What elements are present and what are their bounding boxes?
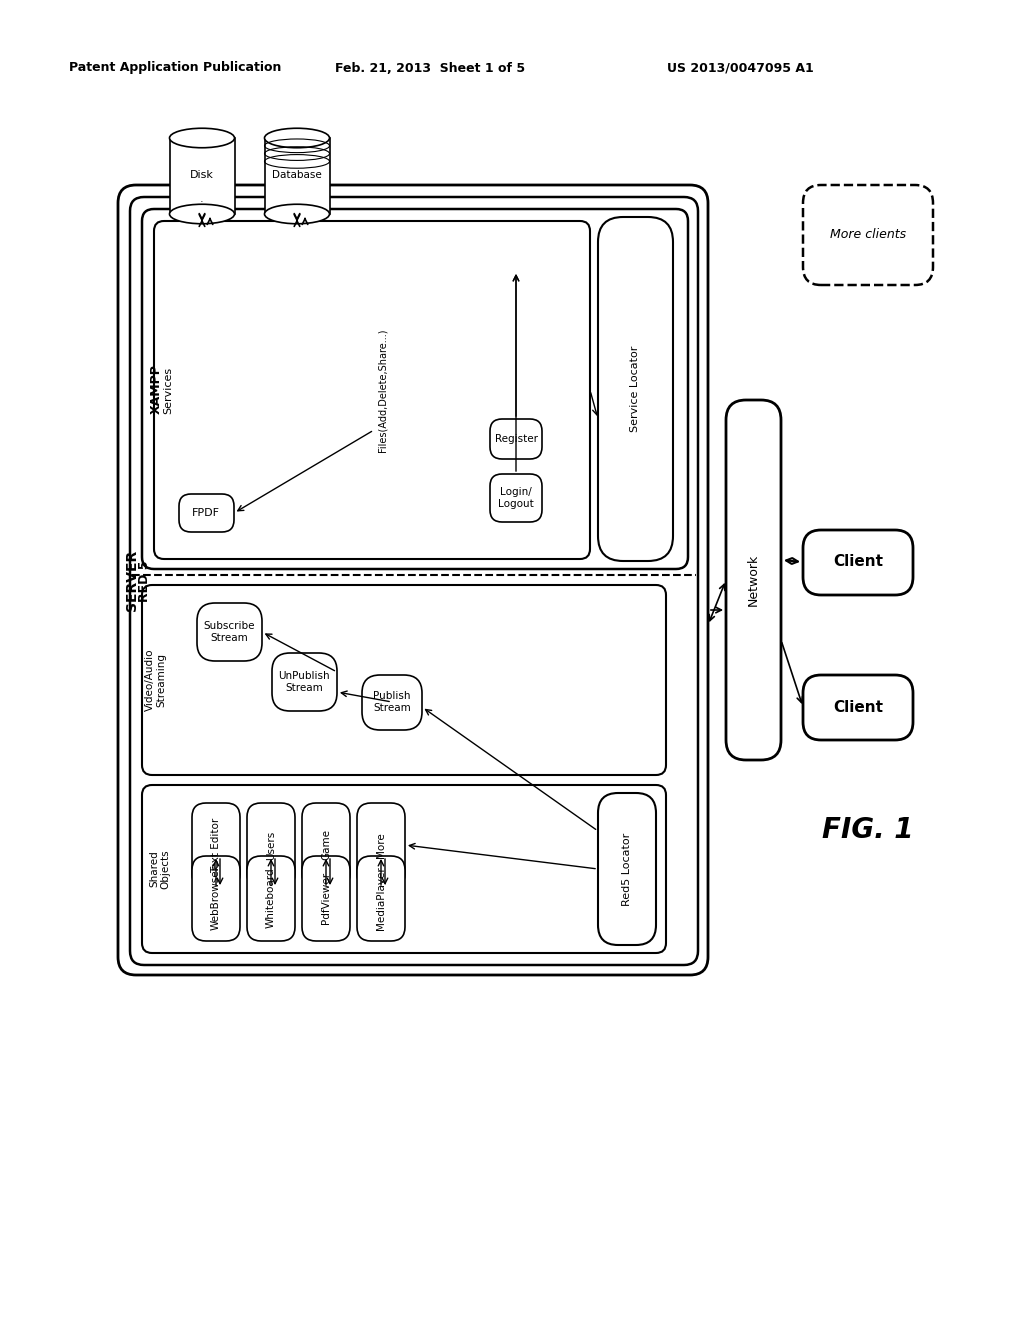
Text: Patent Application Publication: Patent Application Publication (69, 62, 282, 74)
Text: Client: Client (833, 554, 883, 569)
FancyBboxPatch shape (598, 793, 656, 945)
Text: RED 5: RED 5 (137, 560, 151, 602)
Text: More clients: More clients (829, 228, 906, 242)
FancyBboxPatch shape (357, 855, 406, 941)
FancyBboxPatch shape (197, 603, 262, 661)
FancyBboxPatch shape (302, 855, 350, 941)
Text: Network: Network (746, 554, 760, 606)
FancyBboxPatch shape (142, 785, 666, 953)
Bar (170, 139, 234, 214)
FancyBboxPatch shape (362, 675, 422, 730)
FancyBboxPatch shape (302, 803, 350, 888)
FancyBboxPatch shape (154, 220, 590, 558)
Text: Whiteboard: Whiteboard (266, 867, 276, 928)
Text: FPDF: FPDF (193, 508, 220, 517)
Text: Disk: Disk (190, 170, 214, 180)
Text: UnPublish
Stream: UnPublish Stream (279, 671, 330, 693)
FancyBboxPatch shape (193, 855, 240, 941)
Ellipse shape (170, 128, 234, 148)
FancyBboxPatch shape (598, 216, 673, 561)
FancyBboxPatch shape (142, 585, 666, 775)
FancyBboxPatch shape (357, 803, 406, 888)
FancyBboxPatch shape (179, 494, 234, 532)
FancyBboxPatch shape (726, 400, 781, 760)
Text: Game: Game (321, 829, 331, 861)
Text: Database: Database (272, 170, 322, 180)
Text: WebBrowser: WebBrowser (211, 866, 221, 931)
Text: Video/Audio
Streaming: Video/Audio Streaming (145, 648, 167, 711)
Text: Users: Users (266, 830, 276, 859)
Text: Services: Services (163, 367, 173, 413)
Text: MediaPlayer: MediaPlayer (376, 866, 386, 929)
Text: Login/
Logout: Login/ Logout (498, 487, 534, 508)
Text: Red5 Locator: Red5 Locator (622, 833, 632, 906)
FancyBboxPatch shape (118, 185, 708, 975)
FancyBboxPatch shape (142, 209, 688, 569)
FancyBboxPatch shape (490, 418, 542, 459)
Text: PdfViewer: PdfViewer (321, 873, 331, 924)
FancyBboxPatch shape (803, 531, 913, 595)
Ellipse shape (264, 205, 330, 224)
Bar (265, 139, 330, 214)
Text: XAMPP: XAMPP (150, 364, 163, 414)
FancyBboxPatch shape (247, 855, 295, 941)
Text: Publish
Stream: Publish Stream (373, 692, 411, 713)
Text: Files(Add,Delete,Share...): Files(Add,Delete,Share...) (377, 329, 387, 451)
FancyBboxPatch shape (193, 803, 240, 888)
Text: Service Locator: Service Locator (630, 346, 640, 432)
Text: FIG. 1: FIG. 1 (822, 816, 913, 843)
FancyBboxPatch shape (130, 197, 698, 965)
Text: Shared
Objects: Shared Objects (150, 849, 171, 888)
FancyBboxPatch shape (803, 185, 933, 285)
FancyBboxPatch shape (490, 474, 542, 521)
Text: US 2013/0047095 A1: US 2013/0047095 A1 (667, 62, 813, 74)
Text: Client: Client (833, 700, 883, 714)
Text: More: More (376, 832, 386, 858)
FancyBboxPatch shape (803, 675, 913, 741)
Text: Register: Register (495, 434, 538, 444)
FancyBboxPatch shape (272, 653, 337, 711)
Text: SERVER: SERVER (125, 549, 139, 611)
Text: Text Editor: Text Editor (211, 817, 221, 873)
Ellipse shape (170, 205, 234, 224)
Text: Feb. 21, 2013  Sheet 1 of 5: Feb. 21, 2013 Sheet 1 of 5 (335, 62, 525, 74)
Text: Subscribe
Stream: Subscribe Stream (203, 622, 255, 643)
FancyBboxPatch shape (247, 803, 295, 888)
Ellipse shape (264, 128, 330, 148)
